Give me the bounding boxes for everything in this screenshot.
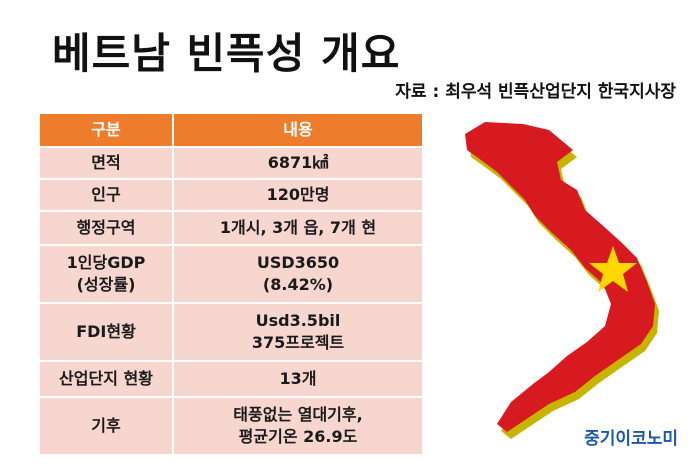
map-land — [465, 122, 655, 432]
table-row: 기후 태풍없는 열대기후, 평균기온 26.9도 — [38, 396, 424, 456]
table-row: 산업단지 현황 13개 — [38, 360, 424, 398]
row-value: 6871㎢ — [172, 146, 424, 180]
row-value: USD3650 (8.42%) — [172, 244, 424, 304]
table-header-row: 구분 내용 — [38, 112, 424, 148]
table-row: FDI현황 Usd3.5bil 375프로젝트 — [38, 302, 424, 362]
star-icon — [589, 246, 637, 292]
row-value: Usd3.5bil 375프로젝트 — [172, 302, 424, 362]
table-row: 1인당GDP (성장률) USD3650 (8.42%) — [38, 244, 424, 304]
vietnam-map — [465, 122, 659, 439]
row-value: 1개시, 3개 읍, 7개 현 — [172, 210, 424, 246]
table-row: 면적 6871㎢ — [38, 146, 424, 180]
table-row: 인구 120만명 — [38, 178, 424, 212]
row-label: 면적 — [38, 146, 174, 180]
source-note: 자료 : 최우석 빈픅산업단지 한국지사장 — [395, 82, 676, 102]
page-title: 베트남 빈픅성 개요 — [52, 29, 401, 78]
row-value: 120만명 — [172, 178, 424, 212]
row-label: 기후 — [38, 396, 174, 456]
row-value: 13개 — [172, 360, 424, 398]
table-row: 행정구역 1개시, 3개 읍, 7개 현 — [38, 210, 424, 246]
header-category: 구분 — [38, 112, 174, 148]
header-content: 내용 — [172, 112, 424, 148]
overview-table: 구분 내용 면적 6871㎢ 인구 120만명 행정구역 1개시, 3개 읍, … — [38, 112, 424, 456]
brand-logo: 중기이코노미 — [584, 429, 678, 449]
row-label: 행정구역 — [38, 210, 174, 246]
row-label: 인구 — [38, 178, 174, 212]
row-label: 산업단지 현황 — [38, 360, 174, 398]
row-value: 태풍없는 열대기후, 평균기온 26.9도 — [172, 396, 424, 456]
row-label: 1인당GDP (성장률) — [38, 244, 174, 304]
row-label: FDI현황 — [38, 302, 174, 362]
